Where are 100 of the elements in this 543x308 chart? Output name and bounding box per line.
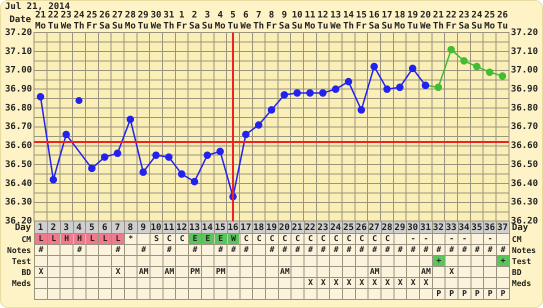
- text: H: [77, 234, 82, 243]
- x-axis-title: Date: [9, 15, 32, 26]
- text: #: [116, 245, 120, 254]
- point: [139, 168, 147, 176]
- text: X: [38, 267, 44, 276]
- point: [280, 91, 288, 99]
- text: W: [231, 234, 236, 243]
- point: [383, 85, 391, 93]
- x-tick-label: 22 Tu: [48, 10, 59, 32]
- text: X: [308, 278, 313, 287]
- text: C: [180, 234, 185, 243]
- x-tick-label: 21 Mo: [35, 10, 46, 32]
- x2-tick-label: 7: [114, 222, 120, 233]
- text: +: [436, 256, 442, 265]
- y-tick-label: 36.70: [5, 122, 32, 132]
- point: [165, 153, 173, 161]
- point: [36, 92, 44, 100]
- point: [242, 130, 250, 138]
- x2-tick-label: 14: [202, 222, 214, 233]
- text: P: [449, 289, 454, 298]
- x-tick-label: 20 We: [420, 10, 432, 32]
- point: [319, 89, 327, 97]
- text: C: [295, 234, 300, 243]
- text: +: [500, 256, 506, 265]
- x2-tick-label: 23: [317, 222, 328, 233]
- text: #: [231, 245, 236, 254]
- category-label: Test: [12, 257, 32, 266]
- point: [358, 106, 366, 114]
- x2-tick-label: 6: [102, 222, 108, 233]
- text: #: [410, 245, 416, 254]
- text: C: [256, 234, 262, 243]
- x2-tick-label: 29: [394, 222, 406, 233]
- x-tick-label: 23 Sa: [458, 10, 470, 32]
- text: *: [128, 234, 134, 243]
- text: X: [398, 278, 403, 287]
- text: -: [449, 234, 454, 243]
- point: [498, 72, 506, 80]
- x2-tick-label: 34: [458, 222, 470, 233]
- x-tick-label: 25 Fr: [86, 10, 98, 32]
- category-label: Notes: [512, 246, 536, 255]
- text: C: [166, 234, 172, 243]
- y2-tick-label: 36.60: [510, 141, 538, 152]
- text: #: [346, 245, 352, 254]
- chart-title: Jul 21, 2014: [5, 2, 70, 12]
- point: [293, 89, 301, 97]
- x-tick-label: 15 Fr: [356, 10, 368, 32]
- text: P: [474, 289, 480, 298]
- text: #: [282, 245, 288, 254]
- point: [306, 89, 314, 97]
- text: AM: [164, 267, 174, 276]
- category-label: BD: [21, 268, 32, 277]
- x2-tick-label: 19: [266, 222, 277, 233]
- text: C: [359, 234, 364, 243]
- text: X: [346, 278, 352, 287]
- text: C: [372, 234, 378, 243]
- point: [447, 46, 455, 54]
- x-tick-label: 17 Su: [382, 10, 392, 32]
- x2-tick-label: 24: [330, 222, 342, 233]
- text: PM: [216, 267, 226, 276]
- point: [88, 164, 96, 172]
- text: X: [116, 267, 120, 276]
- x2-tick-label: 30: [407, 222, 418, 233]
- x2-tick-label: 2: [50, 222, 56, 233]
- text: #: [77, 245, 82, 254]
- x-tick-label: 26 Sa: [99, 10, 110, 32]
- text: L: [116, 234, 120, 243]
- text: C: [308, 234, 313, 243]
- text: #: [141, 245, 146, 254]
- text: #: [488, 245, 493, 254]
- text: X: [334, 278, 339, 287]
- text: P: [488, 289, 493, 298]
- x-tick-label: 29 Tu: [138, 10, 149, 32]
- category-label: Test: [512, 257, 532, 266]
- x-tick-label: 4 Mo: [214, 10, 226, 32]
- y-tick-label: 37.10: [5, 46, 32, 57]
- x-tick-label: 24 Th: [74, 10, 86, 32]
- x-tick-label: 24 Su: [471, 10, 483, 32]
- text: S: [154, 234, 159, 243]
- text: #: [334, 245, 339, 254]
- text: #: [166, 245, 172, 254]
- text: E: [205, 234, 210, 243]
- category-label: BD: [512, 268, 522, 277]
- x2-tick-label: 21: [292, 222, 303, 233]
- x2-tick-label: 15: [214, 222, 226, 233]
- text: #: [385, 245, 390, 254]
- text: #: [308, 245, 313, 254]
- text: X: [410, 278, 416, 287]
- x-tick-label: 8 Fr: [266, 10, 278, 32]
- x2-tick-label: 22: [304, 222, 316, 233]
- text: P: [500, 289, 506, 298]
- category-label: CM: [512, 235, 522, 244]
- text: #: [424, 245, 428, 254]
- point: [100, 153, 108, 161]
- y-tick-label: 37.20: [5, 28, 32, 38]
- x2-tick-label: 12: [176, 222, 188, 233]
- y2-tick-label: 36.30: [510, 198, 538, 208]
- point: [396, 84, 404, 92]
- text: L: [51, 234, 56, 243]
- point: [408, 64, 416, 72]
- text: AM: [280, 267, 290, 276]
